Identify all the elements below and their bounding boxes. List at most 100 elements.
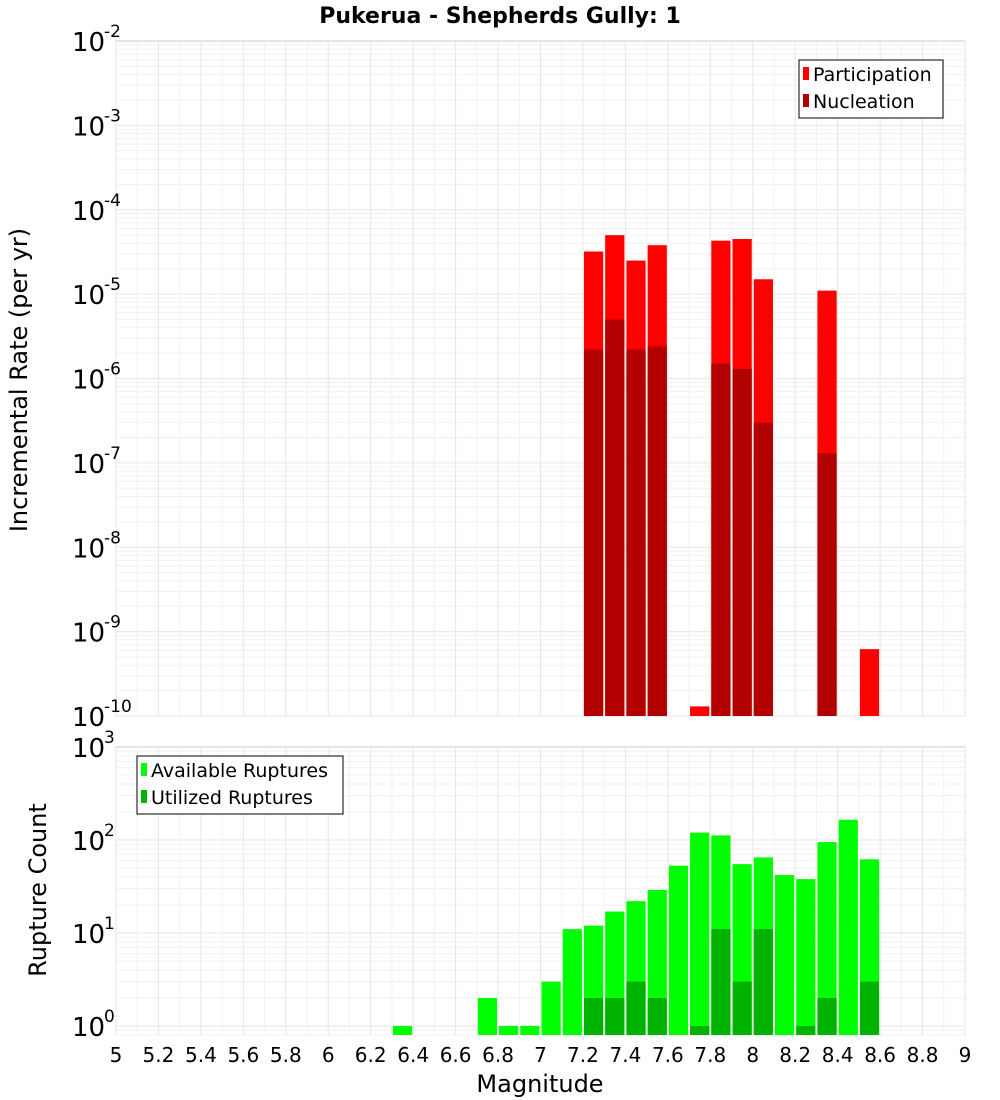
rate-bar xyxy=(605,319,625,716)
count-legend-swatch xyxy=(141,790,147,803)
count-bar xyxy=(668,865,689,1035)
rate-bar xyxy=(626,349,646,716)
x-tick-label: 8.4 xyxy=(822,1043,854,1067)
rate-bar xyxy=(711,363,731,716)
rate-y-tick-label: 10 xyxy=(72,534,105,564)
count-bar xyxy=(774,875,795,1035)
x-tick-label: 5.6 xyxy=(227,1043,259,1067)
count-bar xyxy=(562,929,582,1035)
x-axis-title: Magnitude xyxy=(476,1070,603,1098)
count-legend: Available Ruptures Utilized Ruptures xyxy=(136,755,344,815)
rate-y-tick-label: 10 xyxy=(72,281,105,311)
count-bar xyxy=(499,1025,519,1035)
count-bar xyxy=(520,1025,540,1035)
count-y-tick-exponent: 1 xyxy=(104,914,115,934)
count-bar xyxy=(541,981,561,1035)
rate-y-tick-exponent: -8 xyxy=(104,528,121,548)
count-bar xyxy=(690,1025,710,1035)
x-tick-label: 7 xyxy=(534,1043,547,1067)
x-tick-label: 9 xyxy=(959,1043,972,1067)
rate-bar xyxy=(859,649,880,716)
rate-y-tick-label: 10 xyxy=(72,28,105,58)
rate-y-tick-label: 10 xyxy=(72,366,105,396)
count-bar xyxy=(796,1025,816,1035)
x-tick-label: 6.2 xyxy=(355,1043,387,1067)
x-tick-label: 6 xyxy=(322,1043,335,1067)
count-y-tick-label: 10 xyxy=(72,827,105,857)
rate-grid xyxy=(115,41,966,717)
count-bar xyxy=(605,997,625,1035)
rate-bar xyxy=(690,706,710,716)
rate-y-tick-label: 10 xyxy=(72,450,105,480)
count-bar xyxy=(626,981,646,1035)
rate-legend-label: Participation xyxy=(813,64,932,86)
top-plot-panel: 10-1010-910-810-710-610-510-410-310-2Par… xyxy=(72,22,966,733)
rate-legend-box xyxy=(798,59,944,119)
rate-y-tick-exponent: -10 xyxy=(104,697,132,717)
rate-y-tick-label: 10 xyxy=(72,112,105,142)
rate-legend-swatch xyxy=(803,94,809,107)
x-tick-label: 8 xyxy=(746,1043,759,1067)
count-bar xyxy=(477,997,498,1035)
count-bar xyxy=(859,981,880,1035)
x-tick-label: 5.4 xyxy=(185,1043,217,1067)
count-legend-box xyxy=(136,755,344,815)
count-bar xyxy=(817,842,837,1035)
x-tick-label: 6.4 xyxy=(397,1043,429,1067)
rate-series-1 xyxy=(583,319,837,716)
count-y-tick-label: 10 xyxy=(72,734,105,764)
count-bar xyxy=(753,929,773,1035)
rate-legend-label: Nucleation xyxy=(813,91,915,113)
rate-y-tick-label: 10 xyxy=(72,619,105,649)
rate-y-tick-exponent: -6 xyxy=(104,360,121,380)
count-legend-swatch xyxy=(141,763,147,776)
rate-bar xyxy=(732,368,752,716)
rate-y-tick-exponent: -4 xyxy=(104,191,121,211)
rate-y-tick-exponent: -5 xyxy=(104,275,121,295)
count-bar xyxy=(583,997,604,1035)
count-bar xyxy=(732,981,752,1035)
x-tick-label: 8.6 xyxy=(864,1043,896,1067)
x-tick-label: 7.6 xyxy=(652,1043,684,1067)
count-y-tick-exponent: 0 xyxy=(104,1007,115,1027)
x-tick-label: 6.8 xyxy=(482,1043,514,1067)
rate-y-tick-exponent: -3 xyxy=(104,106,121,126)
count-y-tick-label: 10 xyxy=(72,920,105,950)
x-tick-label: 5 xyxy=(110,1043,123,1067)
rate-y-tick-exponent: -2 xyxy=(104,22,121,42)
rate-bar xyxy=(753,422,773,716)
count-bar xyxy=(690,832,710,1035)
rate-legend-swatch xyxy=(803,67,809,80)
count-bar xyxy=(817,997,837,1035)
count-y-tick-label: 10 xyxy=(72,1013,105,1043)
rate-y-tick-label: 10 xyxy=(72,703,105,733)
x-tick-label: 7.4 xyxy=(609,1043,641,1067)
bottom-y-axis-title: Rupture Count xyxy=(24,803,52,977)
rate-legend: Participation Nucleation xyxy=(798,59,944,119)
x-tick-label: 8.8 xyxy=(907,1043,939,1067)
count-y-tick-exponent: 3 xyxy=(104,728,115,748)
top-y-axis-title: Incremental Rate (per yr) xyxy=(5,228,33,532)
chart-title: Pukerua - Shepherds Gully: 1 xyxy=(319,4,681,29)
x-tick-label: 5.2 xyxy=(143,1043,175,1067)
rate-bar xyxy=(583,349,604,716)
x-tick-label: 6.6 xyxy=(440,1043,472,1067)
rate-y-tick-label: 10 xyxy=(72,197,105,227)
rate-y-tick-exponent: -7 xyxy=(104,444,121,464)
rate-bar xyxy=(817,453,837,716)
count-bar xyxy=(711,929,731,1035)
rate-y-tick-exponent: -9 xyxy=(104,613,121,633)
rate-bar xyxy=(647,346,667,716)
count-bar xyxy=(647,997,667,1035)
count-bar xyxy=(796,879,816,1035)
count-legend-label: Utilized Ruptures xyxy=(151,787,313,809)
count-bar xyxy=(392,1025,413,1035)
x-tick-label: 5.8 xyxy=(270,1043,302,1067)
count-y-tick-exponent: 2 xyxy=(104,821,115,841)
count-legend-label: Available Ruptures xyxy=(151,760,328,782)
x-tick-label: 7.8 xyxy=(694,1043,726,1067)
x-tick-label: 8.2 xyxy=(779,1043,811,1067)
count-series-1 xyxy=(583,929,880,1035)
